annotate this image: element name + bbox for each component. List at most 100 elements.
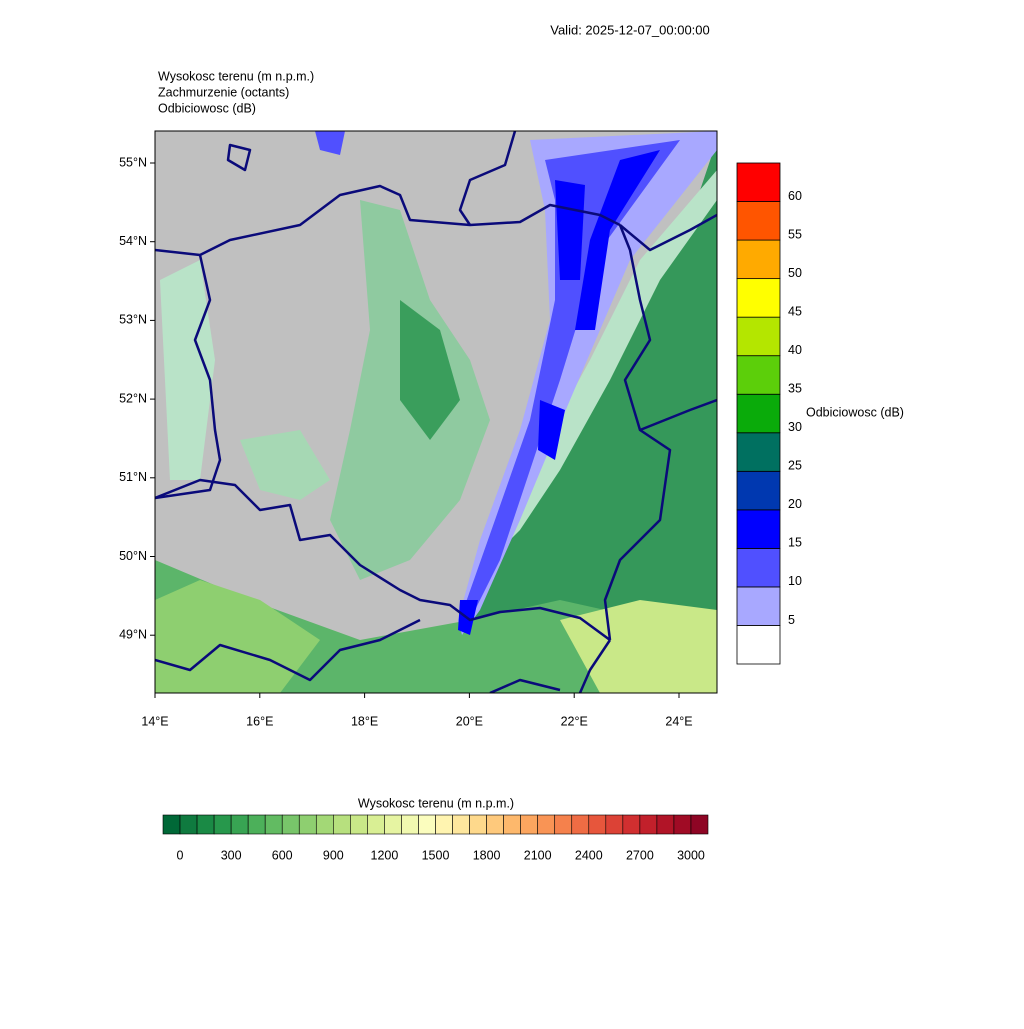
reflectivity-swatch xyxy=(736,625,781,665)
reflectivity-label: 60 xyxy=(788,189,802,203)
terrain-patch xyxy=(240,430,330,500)
reflectivity-label: 5 xyxy=(788,613,795,627)
reflectivity-label: 55 xyxy=(788,227,802,241)
reflectivity-swatch xyxy=(736,586,781,626)
terrain-swatch xyxy=(196,814,215,835)
reflectivity-label: 15 xyxy=(788,536,802,550)
terrain-swatch xyxy=(213,814,232,835)
border xyxy=(155,254,222,500)
reflectivity-swatch xyxy=(736,470,781,511)
terrain-label: 1200 xyxy=(371,848,399,862)
lon-tick-label: 14°E xyxy=(141,714,168,728)
terrain-swatch xyxy=(503,814,521,835)
terrain-swatch xyxy=(435,814,453,835)
header-line: Odbiciowosc (dB) xyxy=(158,101,256,115)
terrain-swatch xyxy=(520,814,538,835)
reflectivity-title: Odbiciowosc (dB) xyxy=(806,405,904,419)
reflectivity-swatch xyxy=(736,393,781,434)
lat-tick-label: 50°N xyxy=(119,549,147,563)
terrain-swatch xyxy=(656,814,675,835)
terrain-label: 3000 xyxy=(677,848,705,862)
border xyxy=(458,131,717,432)
map xyxy=(154,130,718,694)
terrain-swatch xyxy=(367,814,385,835)
reflectivity-core xyxy=(575,150,660,330)
terrain-swatch xyxy=(622,814,641,835)
reflectivity-swatch xyxy=(736,432,781,472)
lon-tick-label: 24°E xyxy=(665,714,692,728)
reflectivity-label: 10 xyxy=(788,574,802,588)
reflectivity-swatch xyxy=(736,201,781,241)
terrain-swatch xyxy=(486,814,504,835)
border xyxy=(155,478,611,642)
terrain-label: 300 xyxy=(221,848,242,862)
terrain-swatch xyxy=(673,814,692,835)
terrain-label: 2400 xyxy=(575,848,603,862)
coastline xyxy=(155,184,621,257)
terrain-swatch xyxy=(264,814,283,835)
terrain-plain xyxy=(490,170,717,560)
reflectivity-label: 20 xyxy=(788,497,802,511)
reflectivity-label: 30 xyxy=(788,420,802,434)
terrain-mountains xyxy=(560,600,717,693)
lon-tick-label: 20°E xyxy=(456,714,483,728)
border xyxy=(155,618,421,682)
terrain-swatch xyxy=(247,814,266,835)
map-frame xyxy=(154,130,718,694)
valid-time: Valid: 2025-12-07_00:00:00 xyxy=(550,22,710,37)
terrain-swatch xyxy=(452,814,470,835)
lon-tick-label: 16°E xyxy=(246,714,273,728)
header-line: Zachmurzenie (octants) xyxy=(158,85,289,99)
island xyxy=(226,143,252,172)
lat-tick-label: 53°N xyxy=(119,313,147,327)
terrain-swatch xyxy=(537,814,556,835)
terrain-swatch xyxy=(588,814,607,835)
terrain-swatch xyxy=(384,814,402,835)
reflectivity-swatch xyxy=(736,509,781,549)
terrain-label: 2700 xyxy=(626,848,654,862)
terrain-swatch xyxy=(469,814,487,835)
terrain-swatch xyxy=(315,814,334,835)
reflectivity-label: 35 xyxy=(788,382,802,396)
header-line: Wysokosc terenu (m n.p.m.) xyxy=(158,69,314,83)
lon-tick-label: 18°E xyxy=(351,714,378,728)
lat-tick-label: 55°N xyxy=(119,155,147,169)
reflectivity-mid xyxy=(465,140,680,620)
terrain-swatch xyxy=(401,814,419,835)
terrain-label: 1800 xyxy=(473,848,501,862)
reflectivity-swatch xyxy=(736,547,781,588)
reflectivity-label: 50 xyxy=(788,266,802,280)
terrain-swatch xyxy=(554,814,573,835)
reflectivity-light xyxy=(458,131,717,635)
lon-tick-label: 22°E xyxy=(561,714,588,728)
reflectivity-label: 45 xyxy=(788,304,802,318)
terrain-swatch xyxy=(230,814,249,835)
reflectivity-label: 40 xyxy=(788,343,802,357)
terrain-swatch xyxy=(690,814,709,835)
lat-tick-label: 49°N xyxy=(119,627,147,641)
terrain-swatch xyxy=(281,814,300,835)
terrain-central-dark xyxy=(400,300,460,440)
reflectivity-swatch xyxy=(736,239,781,280)
terrain-swatch xyxy=(605,814,624,835)
reflectivity-patch xyxy=(315,131,345,155)
terrain-swatch xyxy=(571,814,590,835)
terrain-swatch xyxy=(418,814,436,835)
terrain-label: 600 xyxy=(272,848,293,862)
lat-tick-label: 51°N xyxy=(119,470,147,484)
terrain-title: Wysokosc terenu (m n.p.m.) xyxy=(358,796,514,810)
terrain-label: 1500 xyxy=(422,848,450,862)
terrain-swatch xyxy=(298,814,317,835)
terrain-swatch xyxy=(333,814,351,835)
terrain-swatch xyxy=(350,814,368,835)
terrain-label: 900 xyxy=(323,848,344,862)
reflectivity-label: 25 xyxy=(788,459,802,473)
reflectivity-swatch xyxy=(736,316,781,357)
reflectivity-core xyxy=(555,180,585,280)
lat-tick-label: 54°N xyxy=(119,234,147,248)
terrain-swatch xyxy=(179,814,198,835)
border xyxy=(489,639,612,693)
terrain-west xyxy=(160,260,215,480)
reflectivity-core xyxy=(538,400,565,460)
